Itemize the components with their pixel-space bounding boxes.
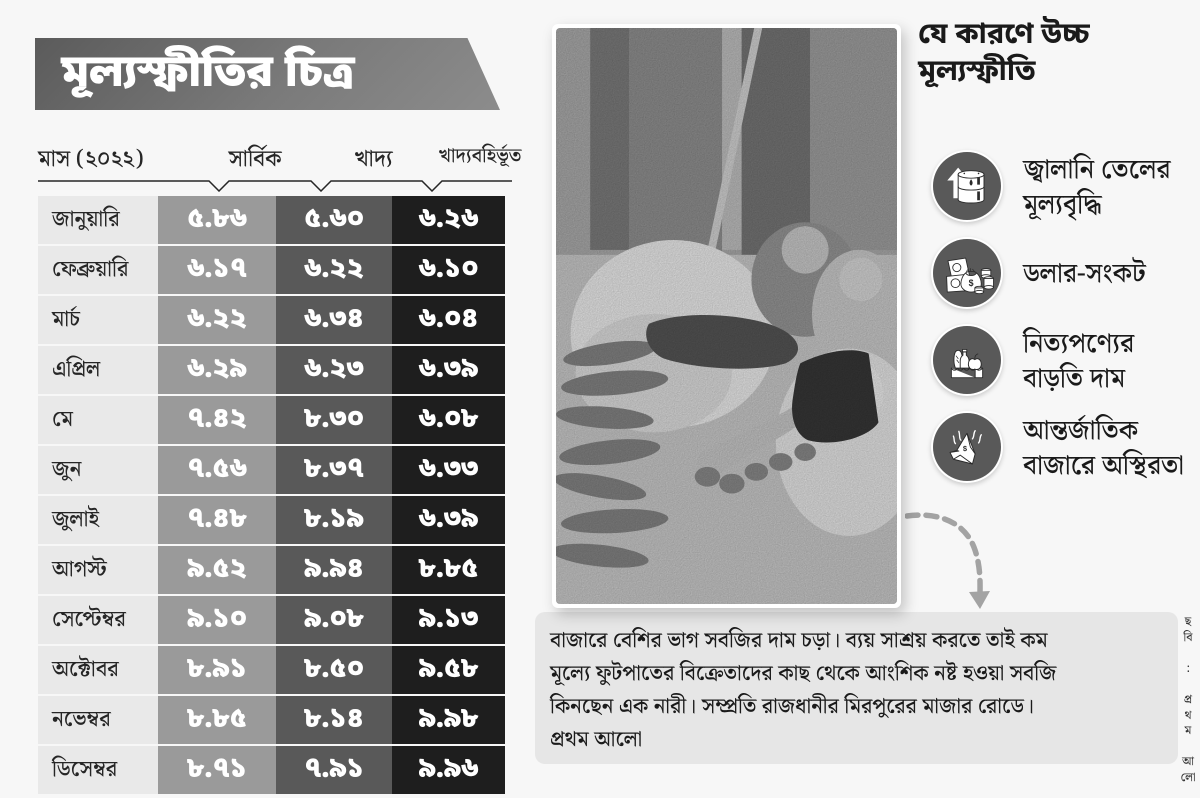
svg-text:$: $ — [969, 278, 974, 288]
